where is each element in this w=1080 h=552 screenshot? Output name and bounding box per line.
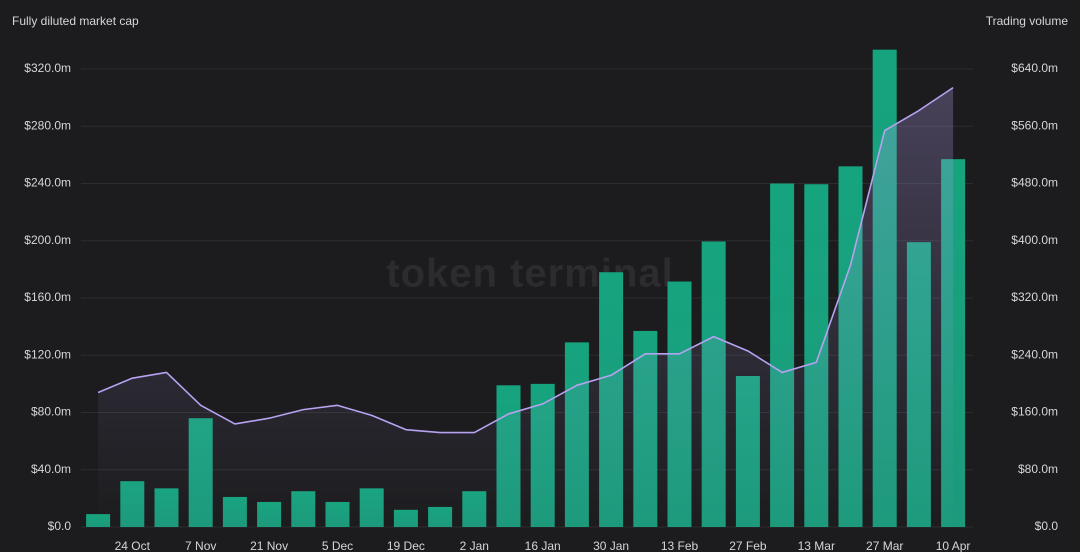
x-tick-label: 16 Jan [525, 539, 561, 552]
x-tick-label: 7 Nov [185, 539, 216, 552]
y2-tick-label: $320.0m [1011, 290, 1058, 304]
x-tick-label: 21 Nov [250, 539, 288, 552]
y2-tick-label: $80.0m [1018, 462, 1058, 476]
y-tick-label: $0.0 [48, 519, 72, 533]
y-tick-label: $200.0m [24, 233, 71, 247]
y2-tick-label: $480.0m [1011, 176, 1058, 190]
x-tick-label: 30 Jan [593, 539, 629, 552]
y-tick-label: $320.0m [24, 61, 71, 75]
y-tick-label: $240.0m [24, 176, 71, 190]
y2-tick-label: $0.0 [1035, 519, 1059, 533]
line [97, 86, 954, 434]
y-tick-label: $280.0m [24, 118, 71, 132]
x-tick-label: 5 Dec [322, 539, 353, 552]
x-tick-label: 27 Feb [729, 539, 767, 552]
y2-tick-label: $400.0m [1011, 233, 1058, 247]
y2-tick-label: $640.0m [1011, 61, 1058, 75]
x-tick-label: 24 Oct [115, 539, 151, 552]
y2-axis-title: Trading volume [986, 14, 1069, 28]
x-tick-label: 27 Mar [866, 539, 903, 552]
y-tick-label: $120.0m [24, 347, 71, 361]
y2-tick-label: $160.0m [1011, 405, 1058, 419]
watermark: token terminal [386, 252, 673, 296]
x-tick-label: 13 Feb [661, 539, 699, 552]
line-area [98, 87, 954, 527]
y2-tick-label: $240.0m [1011, 347, 1058, 361]
y-tick-label: $160.0m [24, 290, 71, 304]
y2-tick-label: $560.0m [1011, 118, 1058, 132]
x-tick-label: 10 Apr [936, 539, 971, 552]
y-tick-label: $40.0m [31, 462, 71, 476]
y-tick-label: $80.0m [31, 405, 71, 419]
x-tick-label: 2 Jan [460, 539, 489, 552]
y-axis-title: Fully diluted market cap [12, 14, 139, 28]
x-tick-label: 13 Mar [798, 539, 835, 552]
x-tick-label: 19 Dec [387, 539, 425, 552]
